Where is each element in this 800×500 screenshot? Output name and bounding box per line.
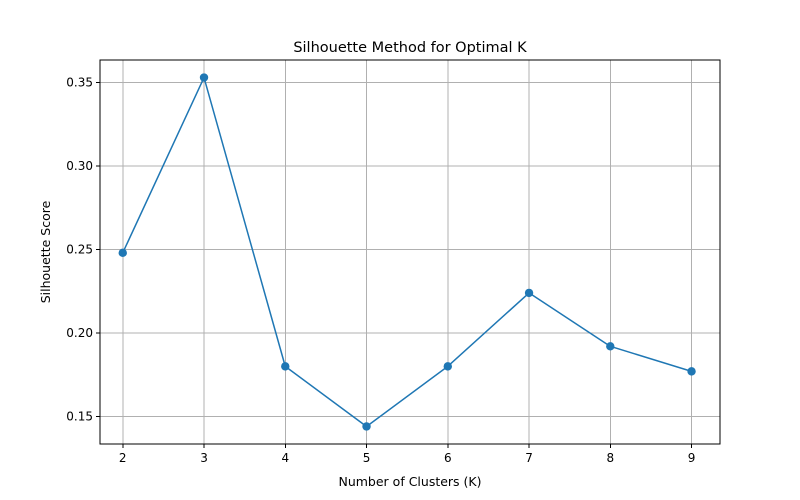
data-point xyxy=(524,288,534,298)
x-tick-label: 8 xyxy=(606,451,614,465)
x-axis-ticks: 2 3 4 5 6 7 8 9 xyxy=(119,444,695,465)
grid-lines xyxy=(100,60,720,444)
data-point xyxy=(443,362,452,371)
y-axis-label: Silhouette Score xyxy=(38,200,53,303)
x-tick-label: 5 xyxy=(363,451,371,465)
x-tick-label: 3 xyxy=(200,451,208,465)
series-line xyxy=(122,76,692,428)
y-tick-label: 0.25 xyxy=(66,242,93,256)
y-tick-label: 0.15 xyxy=(66,409,93,423)
y-axis-ticks: 0.15 0.20 0.25 0.30 0.35 xyxy=(66,76,100,423)
y-tick-label: 0.20 xyxy=(66,326,93,340)
series-line-layer xyxy=(122,76,692,428)
y-tick-label: 0.30 xyxy=(66,159,93,173)
plot-area-frame xyxy=(99,59,721,445)
y-tick-label: 0.35 xyxy=(66,76,93,90)
data-point xyxy=(118,248,127,258)
x-tick-label: 2 xyxy=(119,451,127,465)
x-tick-label: 9 xyxy=(688,451,696,465)
x-tick-label: 7 xyxy=(525,451,533,465)
data-point xyxy=(687,367,696,376)
data-point xyxy=(199,73,209,82)
chart-title: Silhouette Method for Optimal K xyxy=(293,40,527,56)
data-point xyxy=(281,362,290,371)
x-tick-label: 4 xyxy=(281,451,289,465)
x-axis-label: Number of Clusters (K) xyxy=(338,474,481,489)
data-point xyxy=(362,422,371,431)
x-tick-label: 6 xyxy=(444,451,452,465)
data-point xyxy=(606,342,615,351)
series-points-layer xyxy=(118,73,696,431)
